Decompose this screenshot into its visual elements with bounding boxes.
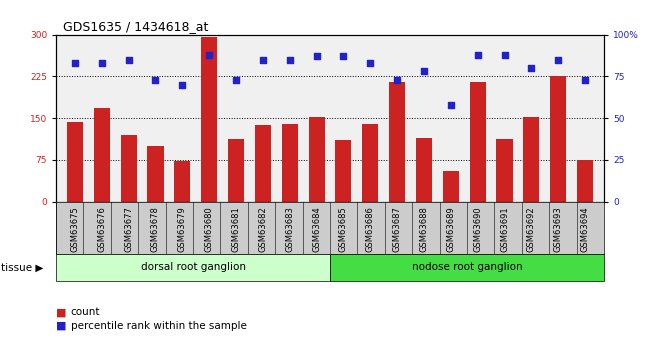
Bar xyxy=(330,254,604,281)
Text: nodose root ganglion: nodose root ganglion xyxy=(412,263,522,272)
Text: GSM63686: GSM63686 xyxy=(366,206,375,252)
Bar xyxy=(121,135,137,202)
Bar xyxy=(174,161,190,202)
Point xyxy=(418,69,429,74)
Bar xyxy=(255,125,271,202)
Point xyxy=(96,60,107,66)
Point xyxy=(473,52,483,57)
Text: count: count xyxy=(71,307,100,317)
Point xyxy=(231,77,242,82)
Bar xyxy=(362,124,378,202)
Text: GSM63688: GSM63688 xyxy=(420,206,428,252)
Text: GSM63693: GSM63693 xyxy=(554,206,563,252)
Text: GSM63690: GSM63690 xyxy=(473,206,482,252)
Point xyxy=(446,102,456,108)
Bar xyxy=(550,76,566,202)
Text: GSM63692: GSM63692 xyxy=(527,206,536,252)
Point xyxy=(499,52,510,57)
Text: ■: ■ xyxy=(56,321,67,331)
Text: GSM63682: GSM63682 xyxy=(258,206,267,252)
Text: GSM63691: GSM63691 xyxy=(500,206,509,252)
Point xyxy=(257,57,268,62)
Bar xyxy=(496,139,513,202)
Text: GSM63687: GSM63687 xyxy=(393,206,402,252)
Point xyxy=(123,57,134,62)
Text: GSM63675: GSM63675 xyxy=(71,206,79,252)
Point xyxy=(150,77,161,82)
Text: GSM63681: GSM63681 xyxy=(232,206,240,252)
Bar xyxy=(335,140,352,202)
Text: dorsal root ganglion: dorsal root ganglion xyxy=(141,263,246,272)
Point xyxy=(553,57,564,62)
Bar xyxy=(201,37,217,202)
Bar xyxy=(94,108,110,202)
Point xyxy=(177,82,187,87)
Point xyxy=(312,53,322,59)
Point xyxy=(365,60,376,66)
Bar xyxy=(282,124,298,202)
Text: GSM63689: GSM63689 xyxy=(446,206,455,252)
Bar xyxy=(416,138,432,202)
Point xyxy=(69,60,80,66)
Point xyxy=(526,65,537,71)
Text: GSM63680: GSM63680 xyxy=(205,206,214,252)
Text: GSM63677: GSM63677 xyxy=(124,206,133,252)
Bar xyxy=(56,254,330,281)
Bar xyxy=(308,117,325,202)
Bar xyxy=(67,122,83,202)
Point xyxy=(284,57,295,62)
Point xyxy=(338,53,348,59)
Text: percentile rank within the sample: percentile rank within the sample xyxy=(71,321,246,331)
Bar xyxy=(470,82,486,202)
Text: ■: ■ xyxy=(56,307,67,317)
Point xyxy=(392,77,403,82)
Point xyxy=(580,77,591,82)
Text: tissue ▶: tissue ▶ xyxy=(1,263,43,272)
Bar xyxy=(228,139,244,202)
Text: GSM63678: GSM63678 xyxy=(151,206,160,252)
Text: GSM63676: GSM63676 xyxy=(97,206,106,252)
Text: GSM63683: GSM63683 xyxy=(285,206,294,252)
Point xyxy=(204,52,214,57)
Text: GSM63685: GSM63685 xyxy=(339,206,348,252)
Text: GSM63694: GSM63694 xyxy=(581,206,589,252)
Bar xyxy=(389,82,405,202)
Bar xyxy=(147,146,164,202)
Bar xyxy=(443,171,459,202)
Text: GSM63684: GSM63684 xyxy=(312,206,321,252)
Bar xyxy=(577,160,593,202)
Text: GDS1635 / 1434618_at: GDS1635 / 1434618_at xyxy=(63,20,208,33)
Text: GSM63679: GSM63679 xyxy=(178,206,187,252)
Bar xyxy=(523,117,539,202)
